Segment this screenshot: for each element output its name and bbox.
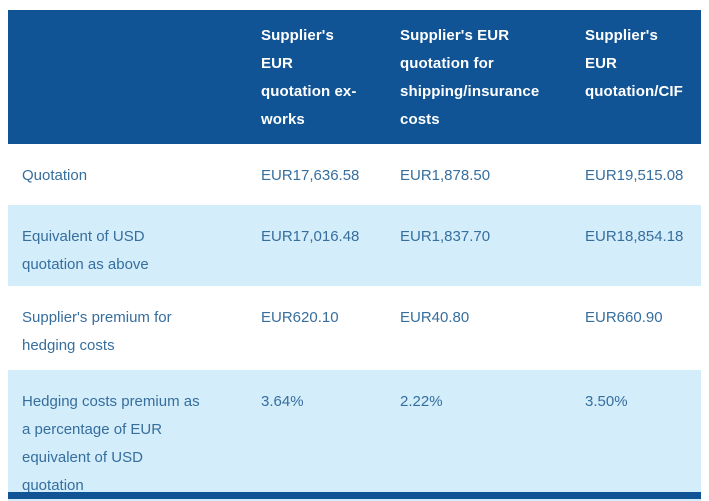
value-cell: 3.64% [261, 393, 304, 410]
table-row: Supplier's premium for hedging costs EUR… [8, 286, 701, 370]
row-label: Quotation [22, 167, 88, 184]
value-cell: EUR17,016.48 [261, 228, 360, 245]
row-label: Equivalent of USD quotation as above [22, 228, 149, 273]
table-row: Hedging costs premium as a percentage of… [8, 370, 701, 501]
value-cell: EUR1,837.70 [400, 228, 491, 245]
column-header-blank [8, 10, 247, 32]
table-row: Quotation EUR17,636.58 EUR1,878.50 EUR19… [8, 144, 701, 205]
value-cell: 2.22% [400, 393, 443, 410]
column-header-ex-works: Supplier's EUR quotation ex-works [261, 27, 357, 128]
table-header-row: Supplier's EUR quotation ex-works Suppli… [8, 10, 701, 144]
column-header-shipping-insurance: Supplier's EUR quotation for shipping/in… [400, 27, 540, 128]
row-label: Hedging costs premium as a percentage of… [22, 393, 200, 494]
table-body: Quotation EUR17,636.58 EUR1,878.50 EUR19… [8, 144, 701, 501]
value-cell: 3.50% [585, 393, 628, 410]
value-cell: EUR620.10 [261, 309, 339, 326]
value-cell: EUR1,878.50 [400, 167, 491, 184]
column-header-cif: Supplier's EUR quotation/CIF [585, 27, 683, 100]
quotation-comparison-table: Supplier's EUR quotation ex-works Suppli… [8, 10, 701, 501]
value-cell: EUR19,515.08 [585, 167, 684, 184]
table-row: Equivalent of USD quotation as above EUR… [8, 205, 701, 286]
value-cell: EUR17,636.58 [261, 167, 360, 184]
value-cell: EUR18,854.18 [585, 228, 684, 245]
row-label: Supplier's premium for hedging costs [22, 309, 172, 354]
value-cell: EUR660.90 [585, 309, 663, 326]
value-cell: EUR40.80 [400, 309, 470, 326]
next-table-header-partial-bar [8, 492, 701, 499]
